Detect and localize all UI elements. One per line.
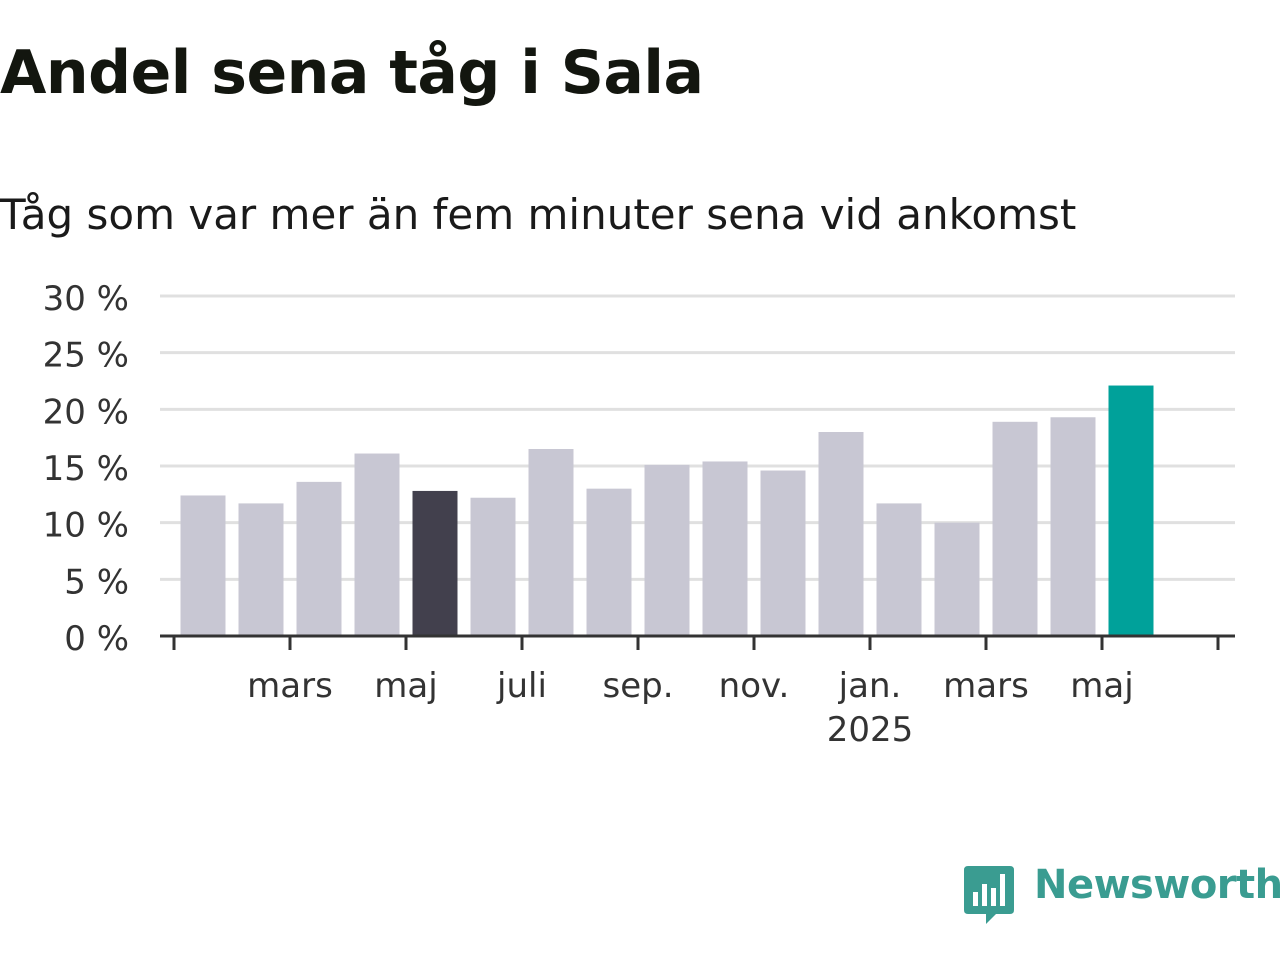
y-tick-label: 20 % [43,392,129,432]
bar-2024-08 [586,488,632,636]
bar-2024-04 [354,453,400,636]
bar-2024-11 [760,470,806,636]
logo-text: Newsworthy [1034,862,1280,908]
chart-title: Andel sena tåg i Sala [0,38,704,108]
bar-2025-04 [1050,417,1096,636]
newsworthy-logo: Newsworthy [964,862,1280,928]
bar-2024-10 [702,461,748,636]
y-tick-labels: 0 % 5 % 10 % 15 % 20 % 25 % 30 % [43,279,129,659]
bars [180,385,1154,636]
y-tick-label: 30 % [43,279,129,319]
bar-2025-01 [876,503,922,636]
x-tick-label: juli [496,666,547,706]
bar-2024-12 [818,432,864,636]
bar-2025-02 [934,522,980,636]
bar-2024-06 [470,497,516,636]
y-tick-label: 25 % [43,336,129,376]
bar-2024-02 [238,503,284,636]
bar-2025-03 [992,421,1038,636]
y-tick-label: 10 % [43,506,129,546]
chart-bubble-icon [964,866,1014,924]
bar-2024-09 [644,464,690,636]
bar-2024-03 [296,481,342,636]
x-axis [160,634,1235,650]
x-tick-label: nov. [719,666,790,706]
bar-2024-07 [528,449,574,636]
chart-subtitle: Tåg som var mer än fem minuter sena vid … [0,190,1077,239]
x-tick-labels: mars maj juli sep. nov. jan.2025 mars maj [247,666,1134,750]
x-tick-year-label: 2025 [827,710,914,750]
bar-2024-05 [412,490,458,636]
x-tick-label: maj [1070,666,1133,706]
x-tick-label: jan. [838,666,902,706]
x-tick-label: maj [374,666,437,706]
x-tick-label: mars [247,666,333,706]
x-tick-label: sep. [602,666,673,706]
y-tick-label: 15 % [43,449,129,489]
x-tick-label: mars [943,666,1029,706]
y-tick-label: 5 % [64,562,129,602]
bar-2025-05 [1108,385,1154,636]
y-tick-label: 0 % [64,619,129,659]
bar-2024-01 [180,495,226,636]
